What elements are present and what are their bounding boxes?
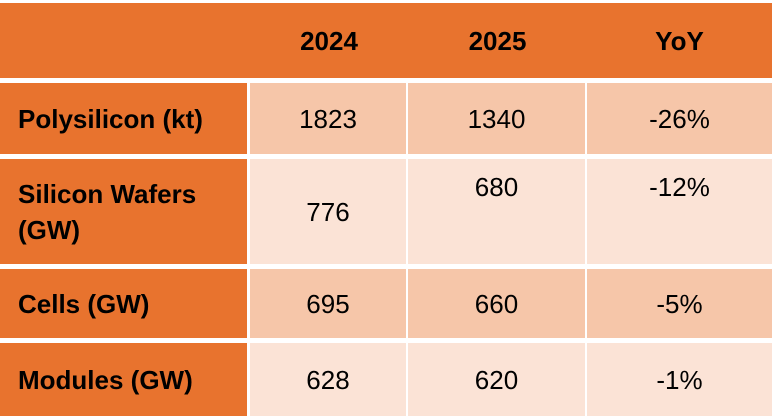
cell-polysilicon-yoy: -26% <box>587 78 772 154</box>
table-row-cells: Cells (GW) 695 660 -5% <box>0 264 772 338</box>
cell-modules-yoy: -1% <box>587 338 772 416</box>
capacity-table: 2024 2025 YoY Polysilicon (kt) 1823 1340… <box>0 3 772 416</box>
row-label-silicon-wafers: Silicon Wafers (GW) <box>0 154 250 264</box>
row-label-cells: Cells (GW) <box>0 264 250 338</box>
table-row-polysilicon: Polysilicon (kt) 1823 1340 -26% <box>0 78 772 154</box>
header-cell-2025: 2025 <box>408 3 587 78</box>
cell-modules-2025: 620 <box>408 338 587 416</box>
cell-silicon-wafers-yoy: -12% <box>587 154 772 264</box>
table-row-modules: Modules (GW) 628 620 -1% <box>0 338 772 416</box>
cell-polysilicon-2025: 1340 <box>408 78 587 154</box>
header-cell-2024: 2024 <box>250 3 408 78</box>
row-label-modules: Modules (GW) <box>0 338 250 416</box>
cell-modules-2024: 628 <box>250 338 408 416</box>
cell-silicon-wafers-2025: 680 <box>408 154 587 264</box>
cell-polysilicon-2024: 1823 <box>250 78 408 154</box>
header-cell-yoy: YoY <box>587 3 772 78</box>
cell-cells-2024: 695 <box>250 264 408 338</box>
cell-cells-2025: 660 <box>408 264 587 338</box>
cell-cells-yoy: -5% <box>587 264 772 338</box>
row-label-polysilicon: Polysilicon (kt) <box>0 78 250 154</box>
cell-silicon-wafers-2024: 776 <box>250 154 408 264</box>
header-row: 2024 2025 YoY <box>0 3 772 78</box>
table-row-silicon-wafers: Silicon Wafers (GW) 776 680 -12% <box>0 154 772 264</box>
header-cell-blank <box>0 3 250 78</box>
